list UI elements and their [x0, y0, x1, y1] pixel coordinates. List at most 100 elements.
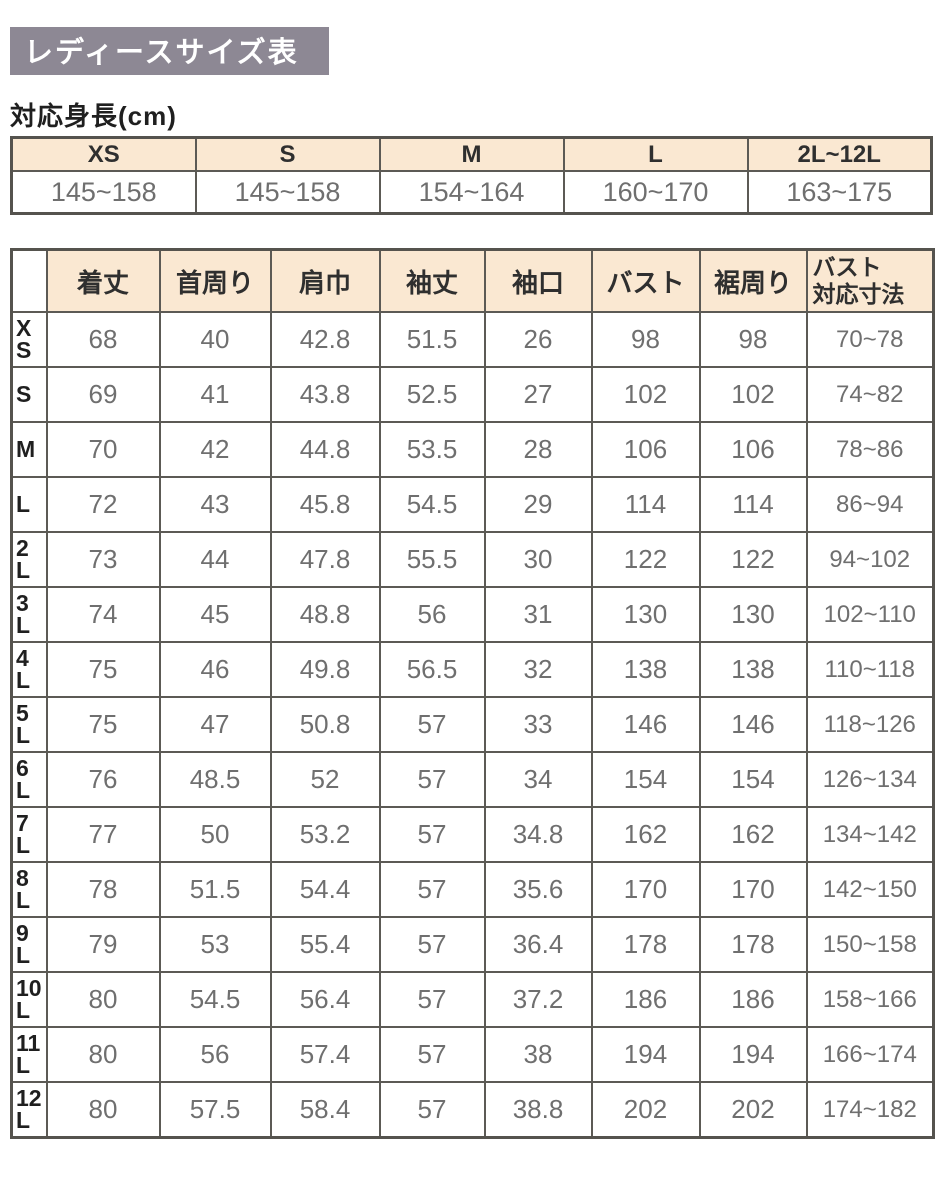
size-table-body: X S 68 40 42.8 51.5 26 98 98 70~78 S 69 41 43.8 52.5 27… — [10, 311, 935, 1139]
size-value-cell: 150~158 — [805, 916, 935, 973]
size-row-label-line: 2 — [16, 534, 29, 561]
size-table-row: M 70 42 44.8 53.5 28 106 106 78~86 — [10, 421, 935, 478]
size-table-row: 9 L 79 53 55.4 57 36.4 178 178 150~158 — [10, 916, 935, 973]
size-value-cell: 54.4 — [269, 861, 381, 918]
size-col-header: 袖丈 — [378, 248, 486, 313]
height-col-header: S — [194, 136, 381, 172]
size-value-cell: 44.8 — [269, 421, 381, 478]
size-col-header: 首周り — [158, 248, 272, 313]
size-value-cell: 75 — [45, 641, 161, 698]
size-value-cell: 57 — [378, 1026, 486, 1083]
size-value-cell: 158~166 — [805, 971, 935, 1028]
size-value-cell: 78 — [45, 861, 161, 918]
size-col-header: 着丈 — [45, 248, 161, 313]
size-value-cell: 80 — [45, 1026, 161, 1083]
size-value-cell: 178 — [590, 916, 701, 973]
height-range-value: 145~158 — [194, 170, 381, 215]
size-table-row: 3 L 74 45 48.8 56 31 130 130 102~110 — [10, 586, 935, 643]
size-col-header: バスト 対応寸法 — [805, 248, 935, 313]
size-row-label: S — [10, 366, 48, 423]
size-value-cell: 57.5 — [158, 1081, 272, 1139]
size-row-label-line: L — [16, 666, 31, 693]
size-value-cell: 57 — [378, 1081, 486, 1139]
size-value-cell: 80 — [45, 971, 161, 1028]
size-value-cell: 86~94 — [805, 476, 935, 533]
size-value-cell: 57 — [378, 696, 486, 753]
size-value-cell: 56 — [158, 1026, 272, 1083]
size-value-cell: 78~86 — [805, 421, 935, 478]
size-value-cell: 34.8 — [483, 806, 593, 863]
ladies-size-chart-page: レディースサイズ表 対応身長(cm) XS S M L 2L~12L 145~158 14… — [10, 0, 935, 1139]
size-row-label-line: L — [16, 831, 31, 858]
size-value-cell: 146 — [590, 696, 701, 753]
size-value-cell: 142~150 — [805, 861, 935, 918]
size-value-cell: 122 — [590, 531, 701, 588]
size-value-cell: 42 — [158, 421, 272, 478]
size-row-label-line: 10 — [16, 974, 42, 1001]
size-value-cell: 102 — [590, 366, 701, 423]
size-value-cell: 28 — [483, 421, 593, 478]
height-col-header: L — [562, 136, 749, 172]
size-value-cell: 194 — [698, 1026, 808, 1083]
size-value-cell: 130 — [698, 586, 808, 643]
size-value-cell: 54.5 — [158, 971, 272, 1028]
size-value-cell: 29 — [483, 476, 593, 533]
size-value-cell: 33 — [483, 696, 593, 753]
size-value-cell: 134~142 — [805, 806, 935, 863]
size-value-cell: 170 — [590, 861, 701, 918]
size-value-cell: 70~78 — [805, 311, 935, 368]
size-value-cell: 57 — [378, 916, 486, 973]
size-value-cell: 50.8 — [269, 696, 381, 753]
size-row-label-line: 9 — [16, 919, 29, 946]
size-value-cell: 146 — [698, 696, 808, 753]
size-row-label: 12 L — [10, 1081, 48, 1139]
size-value-cell: 30 — [483, 531, 593, 588]
size-value-cell: 45 — [158, 586, 272, 643]
size-value-cell: 40 — [158, 311, 272, 368]
size-value-cell: 130 — [590, 586, 701, 643]
size-row-label-line: L — [16, 1106, 31, 1133]
size-row-label-line: L — [16, 1051, 31, 1078]
size-value-cell: 46 — [158, 641, 272, 698]
size-table-row: L 72 43 45.8 54.5 29 114 114 86~94 — [10, 476, 935, 533]
size-table-header-row: 着丈 首周り 肩巾 袖丈 袖口 バスト 裾周り バスト 対応寸法 — [10, 248, 935, 313]
size-value-cell: 56 — [378, 586, 486, 643]
size-value-cell: 53 — [158, 916, 272, 973]
size-value-cell: 102 — [698, 366, 808, 423]
size-value-cell: 26 — [483, 311, 593, 368]
size-value-cell: 57 — [378, 751, 486, 808]
size-value-cell: 75 — [45, 696, 161, 753]
size-value-cell: 72 — [45, 476, 161, 533]
size-value-cell: 51.5 — [378, 311, 486, 368]
size-row-label-line: L — [16, 490, 31, 517]
size-value-cell: 57 — [378, 861, 486, 918]
size-value-cell: 74~82 — [805, 366, 935, 423]
size-value-cell: 37.2 — [483, 971, 593, 1028]
size-value-cell: 48.8 — [269, 586, 381, 643]
size-value-cell: 58.4 — [269, 1081, 381, 1139]
height-col-header: M — [378, 136, 565, 172]
size-value-cell: 53.5 — [378, 421, 486, 478]
size-row-label-line: 7 — [16, 809, 29, 836]
size-table-row: 10 L 80 54.5 56.4 57 37.2 186 186 158~166 — [10, 971, 935, 1028]
size-row-label-line: L — [16, 611, 31, 638]
height-range-table: XS S M L 2L~12L 145~158 145~158 154~164 160~170… — [10, 136, 933, 215]
size-row-label-line: 8 — [16, 864, 29, 891]
size-value-cell: 56.4 — [269, 971, 381, 1028]
size-value-cell: 154 — [590, 751, 701, 808]
size-value-cell: 202 — [590, 1081, 701, 1139]
size-value-cell: 69 — [45, 366, 161, 423]
size-col-header-line1: バスト — [812, 253, 882, 280]
size-value-cell: 45.8 — [269, 476, 381, 533]
size-value-cell: 170 — [698, 861, 808, 918]
size-value-cell: 43 — [158, 476, 272, 533]
size-value-cell: 32 — [483, 641, 593, 698]
size-value-cell: 68 — [45, 311, 161, 368]
size-value-cell: 42.8 — [269, 311, 381, 368]
size-value-cell: 52 — [269, 751, 381, 808]
size-row-label-line: X — [16, 314, 32, 341]
size-value-cell: 114 — [590, 476, 701, 533]
